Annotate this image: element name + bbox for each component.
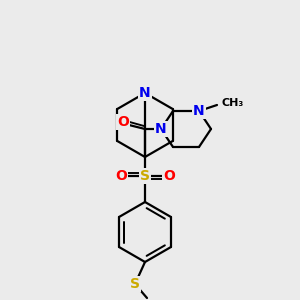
Text: S: S [130, 277, 140, 291]
Text: N: N [155, 122, 167, 136]
Text: O: O [115, 169, 127, 183]
Text: O: O [163, 169, 175, 183]
Text: N: N [139, 86, 151, 100]
Text: N: N [193, 104, 205, 118]
Text: CH₃: CH₃ [221, 98, 243, 108]
Text: O: O [117, 115, 129, 129]
Text: S: S [140, 169, 150, 183]
